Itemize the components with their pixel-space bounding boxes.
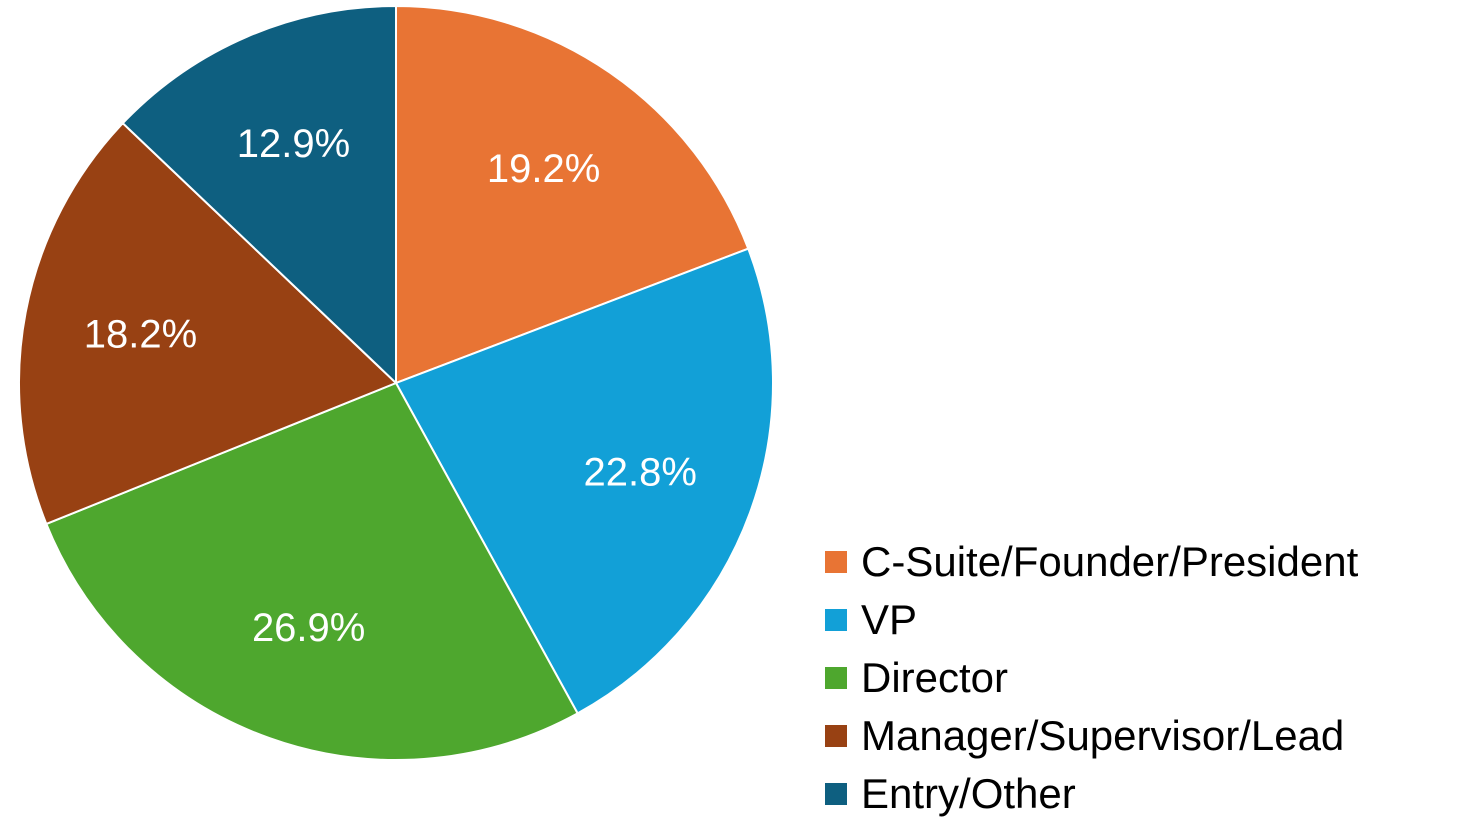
pie-data-labels: 19.2% 22.8% 26.9% 18.2% 12.9%	[84, 122, 697, 650]
legend-swatch	[825, 609, 847, 631]
legend-swatch	[825, 783, 847, 805]
legend-label: Entry/Other	[861, 770, 1076, 817]
data-label-c-suite-founder-president: 19.2%	[487, 147, 600, 191]
pie-slices	[18, 4, 774, 761]
data-label-entry-other: 12.9%	[237, 122, 350, 166]
legend-item-c-suite-founder-president: C-Suite/Founder/President	[825, 533, 1358, 591]
legend-swatch	[825, 725, 847, 747]
legend-label: VP	[861, 596, 918, 643]
legend-swatch	[825, 667, 847, 689]
legend-item-entry-other: Entry/Other	[825, 765, 1358, 823]
data-label-director: 26.9%	[252, 606, 365, 650]
pie-slice-director	[45, 381, 579, 761]
legend-label: Director	[861, 654, 1009, 701]
legend-item-director: Director	[825, 649, 1358, 707]
legend-item-vp: VP	[825, 591, 1358, 649]
pie-slice-manager-supervisor-lead	[18, 121, 398, 526]
pie-slice-entry-other	[121, 4, 397, 386]
pie-slice-vp	[394, 247, 774, 715]
legend: C-Suite/Founder/President VP Director Manag…	[825, 533, 1358, 823]
data-label-manager-supervisor-lead: 18.2%	[84, 312, 197, 356]
legend-item-manager-supervisor-lead: Manager/Supervisor/Lead	[825, 707, 1358, 765]
legend-label: Manager/Supervisor/Lead	[861, 712, 1345, 759]
pie-slice-c-suite-founder-president	[395, 4, 750, 385]
legend-label: C-Suite/Founder/President	[861, 538, 1359, 585]
legend-swatch	[825, 551, 847, 573]
data-label-vp: 22.8%	[583, 451, 696, 495]
